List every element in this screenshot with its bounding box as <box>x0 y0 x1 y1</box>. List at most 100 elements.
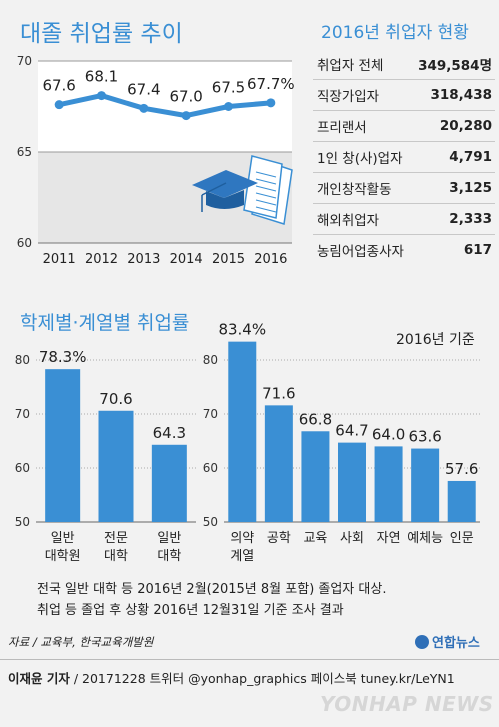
status-value: 4,791 <box>449 149 492 165</box>
school-y-tick-label: 50 <box>15 515 30 529</box>
x-tick-label: 2015 <box>212 252 245 267</box>
status-value: 3,125 <box>449 180 492 196</box>
field-category-label: 자연 <box>377 531 401 546</box>
school-category-label: 일반 <box>51 531 75 546</box>
footer-rest: / 20171228 트위터 @yonhap_graphics 페이스북 tun… <box>69 671 455 686</box>
field-data-label: 71.6 <box>262 384 295 402</box>
status-label: 해외취업자 <box>317 213 380 229</box>
field-category-label: 계열 <box>230 549 254 564</box>
field-data-label: 64.7 <box>335 422 368 440</box>
school-bar <box>45 369 81 522</box>
field-data-label: 66.8 <box>299 410 332 428</box>
field-y-tick-label: 70 <box>203 407 218 421</box>
field-y-tick-label: 60 <box>203 461 218 475</box>
school-category-label: 대학 <box>104 549 128 564</box>
field-bar <box>264 405 293 522</box>
status-table-title: 2016년 취업자 현황 <box>321 23 469 43</box>
field-category-label: 의약 <box>230 531 254 546</box>
x-tick-label: 2011 <box>43 252 76 267</box>
x-tick-label: 2016 <box>254 252 287 267</box>
status-label: 취업자 전체 <box>317 57 384 74</box>
status-label: 농림어업종사자 <box>317 244 404 260</box>
y-tick-label: 65 <box>17 145 32 159</box>
graduation-cap-icon <box>192 155 293 225</box>
status-row: 해외취업자 2,333 <box>313 203 495 234</box>
school-y-tick-label: 80 <box>15 353 30 367</box>
field-category-label: 교육 <box>303 531 327 546</box>
field-category-label: 공학 <box>267 531 291 546</box>
status-value: 20,280 <box>439 118 492 134</box>
data-label: 68.1 <box>85 68 118 86</box>
author: 이재윤 기자 <box>8 671 70 686</box>
school-category-label: 대학원 <box>45 549 81 564</box>
basis-label: 2016년 기준 <box>396 332 475 348</box>
x-tick-label: 2012 <box>85 252 118 267</box>
source-text: 자료 / 교육부, 한국교육개발원 <box>8 635 154 649</box>
field-y-tick-label: 50 <box>203 515 218 529</box>
status-row: 농림어업종사자 617 <box>313 234 495 265</box>
school-data-label: 64.3 <box>153 424 186 442</box>
data-label: 67.6 <box>42 77 75 95</box>
field-data-label: 64.0 <box>372 425 405 443</box>
status-label: 개인창작활동 <box>317 182 392 198</box>
status-row: 취업자 전체 349,584명 <box>313 48 495 79</box>
school-chart-title: 학제별·계열별 취업률 <box>20 312 190 334</box>
school-y-tick-label: 60 <box>15 461 30 475</box>
status-row: 직장가입자 318,438 <box>313 79 495 110</box>
divider <box>0 659 499 660</box>
status-table: 취업자 전체 349,584명 직장가입자 318,438 프리랜서 20,280 1인 창… <box>313 48 495 265</box>
status-value: 617 <box>463 242 492 258</box>
school-category-label: 대학 <box>157 549 181 564</box>
data-point <box>266 98 276 108</box>
field-bar <box>228 341 257 522</box>
field-bar <box>447 480 476 522</box>
status-value: 318,438 <box>430 87 493 103</box>
status-label: 1인 창(사)업자 <box>317 151 403 167</box>
logo-text: 연합뉴스 <box>432 636 480 651</box>
school-category-label: 전문 <box>104 531 128 546</box>
field-data-label: 83.4% <box>218 321 266 339</box>
data-point <box>181 111 191 121</box>
field-category-label: 예체능 <box>407 531 443 546</box>
data-point <box>139 103 149 113</box>
status-value: 349,584명 <box>418 57 492 74</box>
y-tick-label: 70 <box>17 54 32 68</box>
y-tick-label: 60 <box>17 236 32 250</box>
logo-icon <box>415 634 429 649</box>
note-line: 전국 일반 대학 등 2016년 2월(2015년 8월 포함) 졸업자 대상. <box>37 582 387 597</box>
field-bar <box>301 431 330 522</box>
status-row: 프리랜서 20,280 <box>313 110 495 141</box>
data-point <box>97 91 106 101</box>
status-label: 직장가입자 <box>317 89 380 105</box>
data-point <box>224 102 233 111</box>
school-category-label: 일반 <box>157 531 181 546</box>
field-y-tick-label: 80 <box>203 353 218 367</box>
field-data-label: 57.6 <box>445 460 478 478</box>
data-label: 67.5 <box>212 79 245 97</box>
field-bar <box>374 446 403 522</box>
watermark: YONHAP NEWS <box>320 692 494 716</box>
school-data-label: 78.3% <box>39 348 87 366</box>
note-line: 취업 등 졸업 후 상황 2016년 12월31일 기준 조사 결과 <box>37 603 344 618</box>
field-category-label: 사회 <box>340 531 364 546</box>
trend-line <box>56 93 274 119</box>
school-bar <box>151 444 187 522</box>
x-tick-label: 2014 <box>170 252 203 267</box>
data-label: 67.0 <box>169 88 202 106</box>
field-bar <box>338 442 366 522</box>
school-bar <box>98 410 134 522</box>
school-y-tick-label: 70 <box>15 407 30 421</box>
footer: 이재윤 기자 / 20171228 트위터 @yonhap_graphics 페… <box>8 668 455 687</box>
field-data-label: 63.6 <box>408 428 441 446</box>
status-row: 개인창작활동 3,125 <box>313 172 495 203</box>
school-data-label: 70.6 <box>99 390 132 408</box>
data-label: 67.7% <box>247 75 295 93</box>
data-point <box>54 100 64 110</box>
yonhap-logo: 연합뉴스 <box>415 632 480 651</box>
x-tick-label: 2013 <box>127 252 160 267</box>
field-bar <box>411 448 440 522</box>
trend-chart-title: 대졸 취업률 추이 <box>20 21 183 47</box>
data-label: 67.4 <box>127 80 160 98</box>
status-row: 1인 창(사)업자 4,791 <box>313 141 495 172</box>
